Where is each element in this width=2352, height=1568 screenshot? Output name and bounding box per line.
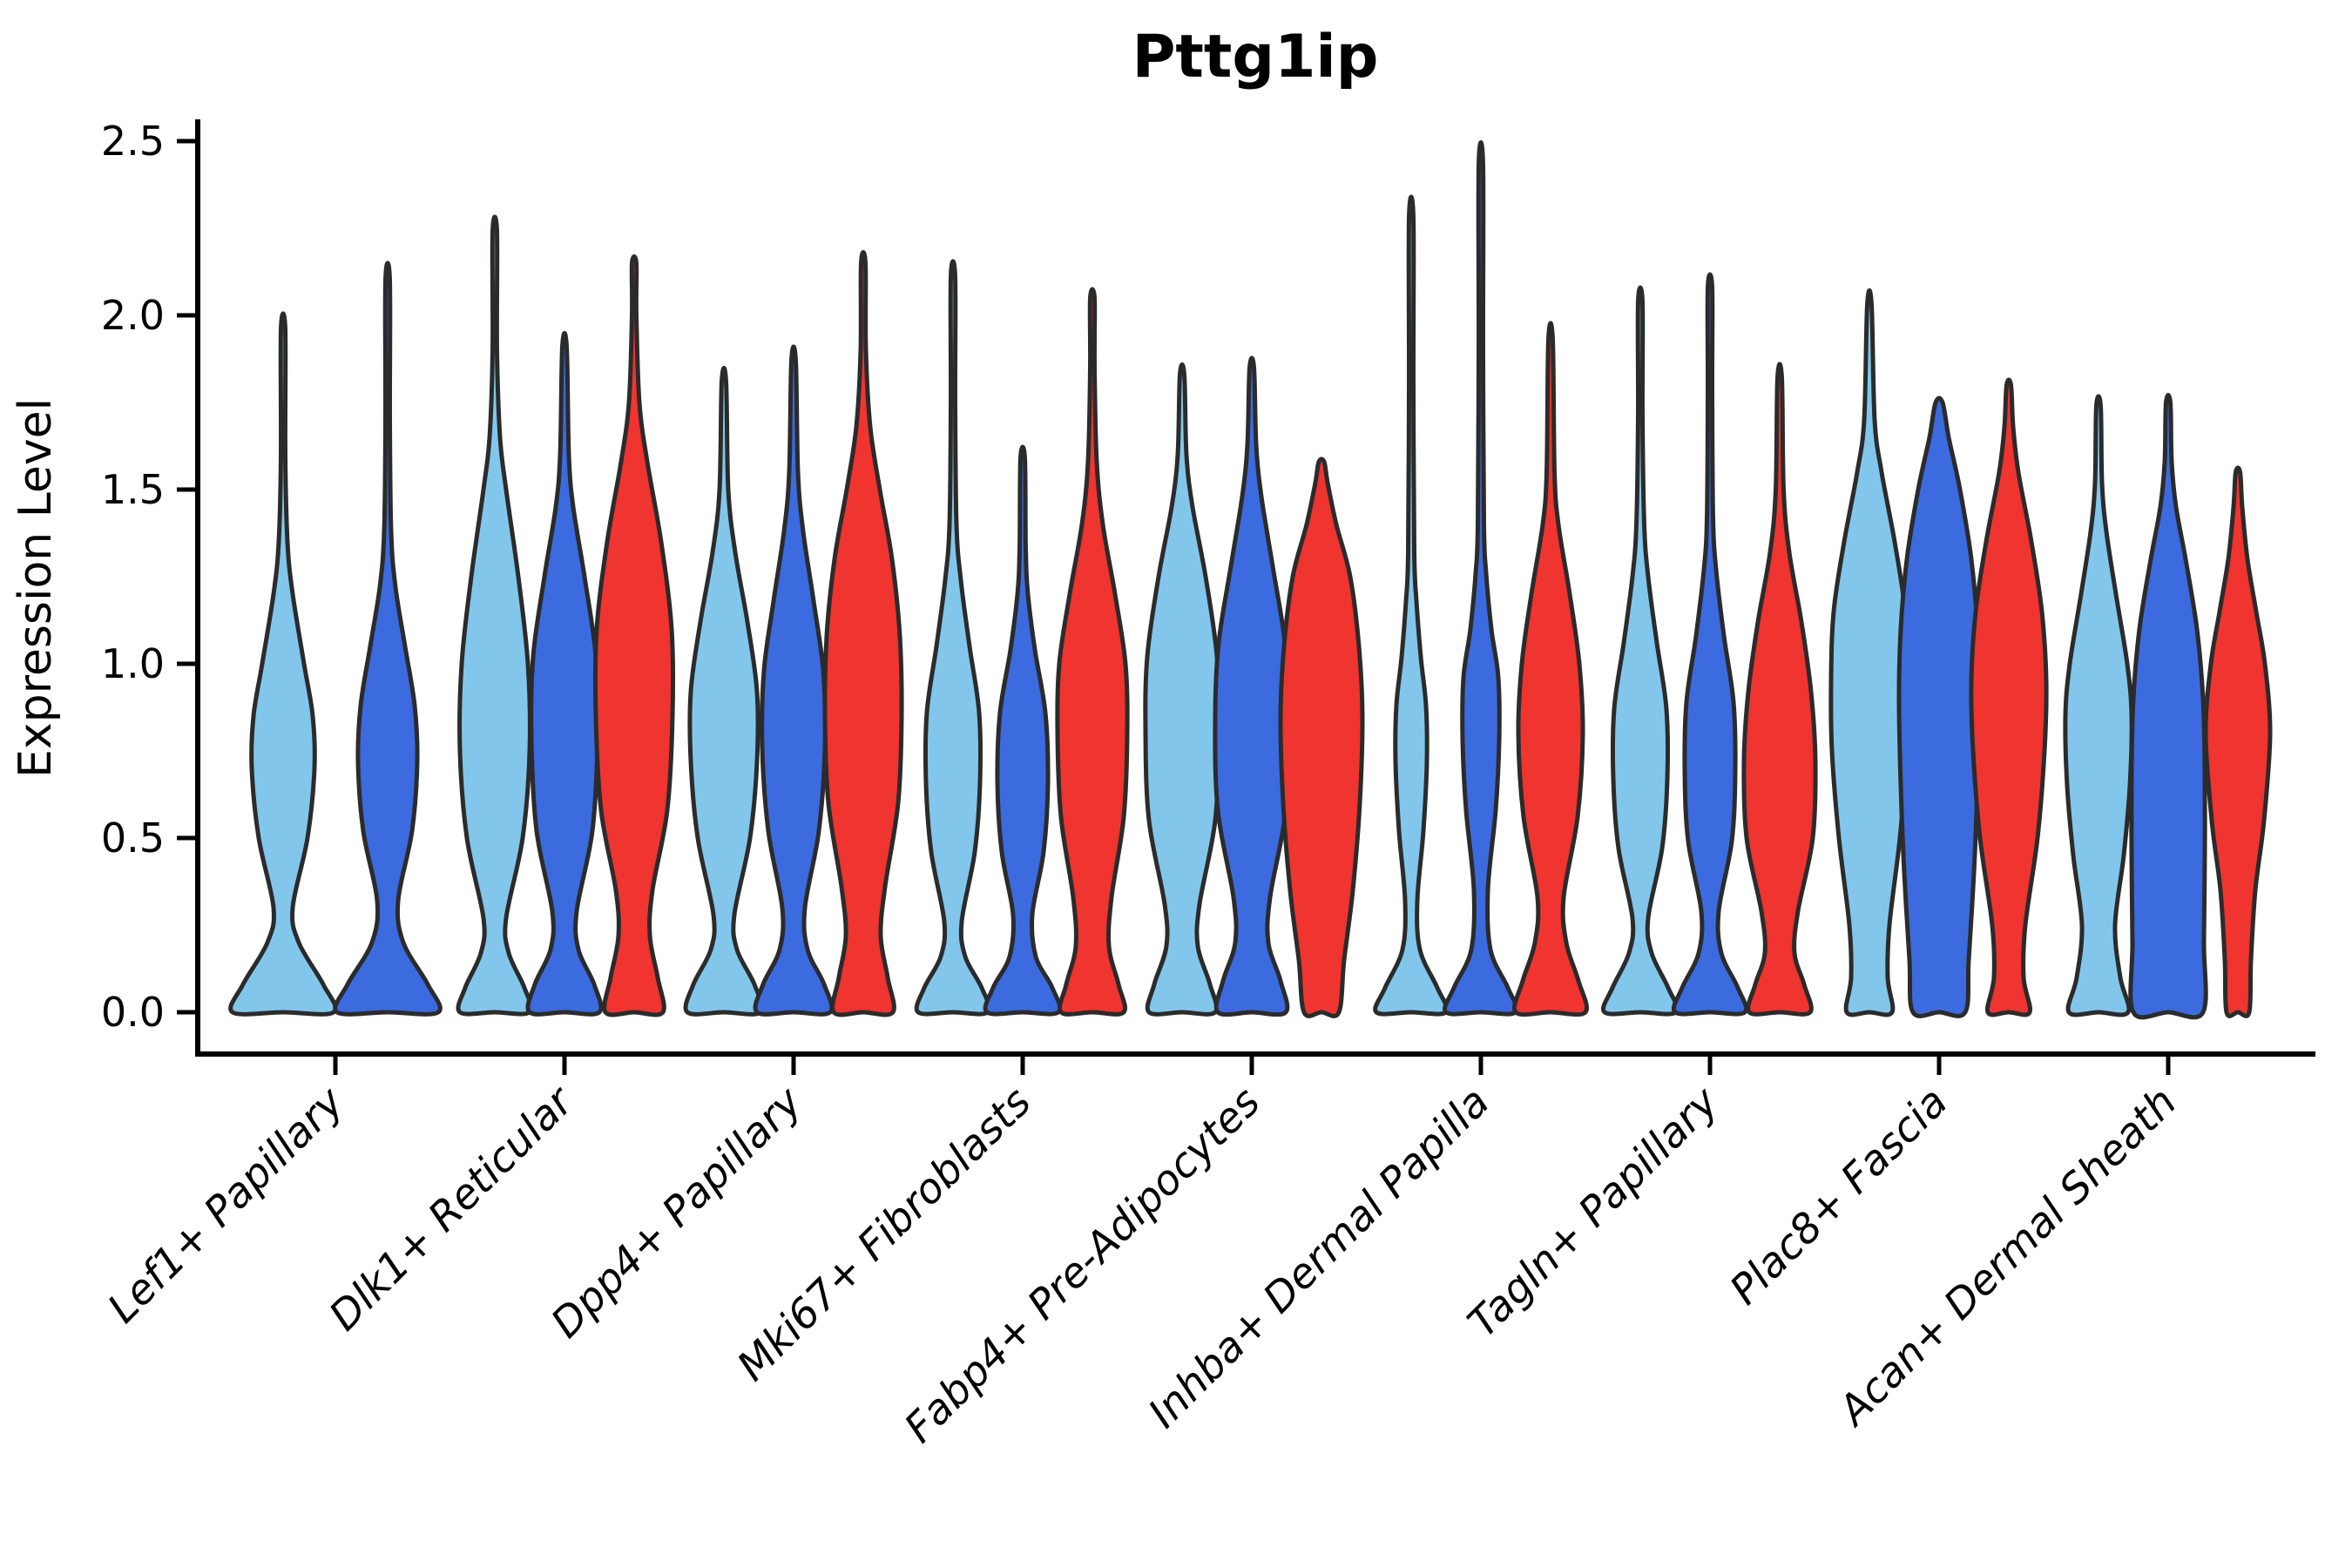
violin-light_blue [2063,394,2134,1017]
violin-light_blue [683,365,765,1017]
violin-red [1511,321,1590,1017]
violin-group [683,249,904,1017]
violin-group [1143,355,1365,1018]
violin-red [1055,287,1130,1017]
violin-series [228,140,2273,1020]
y-tick-label: 0.5 [101,814,165,862]
y-axis-ticks: 0.0 0.5 1.0 1.5 2.0 2.5 [101,118,198,1036]
violin-light_blue [1601,285,1680,1017]
violin-light_blue [228,311,338,1017]
violin-group [1601,272,1818,1017]
violin-blue [1896,395,1982,1018]
violin-group [1373,140,1590,1017]
chart-title: Pttg1ip [1132,23,1379,91]
violin-group [456,214,676,1017]
x-tick-label: Lef1+ Papillary [98,1078,354,1333]
y-tick-label: 2.5 [101,118,165,165]
violin-red [1278,456,1365,1018]
violin-light_blue [1373,194,1450,1017]
violin-red [1969,377,2049,1017]
x-tick-label: Dpp4+ Papillary [542,1078,812,1348]
violin-red [592,254,676,1017]
violin-red [822,249,904,1017]
y-axis-label: Expression Level [10,398,62,778]
y-tick-label: 1.0 [101,640,165,687]
violin-group [228,260,443,1017]
violin-red [2203,465,2273,1018]
violin-light_blue [456,214,534,1017]
violin-blue [983,444,1063,1017]
violin-blue [1671,272,1749,1017]
x-tick-label: Plac8+ Fascia [1720,1078,1957,1315]
violin-red [1741,362,1818,1017]
violin-blue [525,330,604,1017]
x-tick-label: Dlk1+ Reticular [321,1077,585,1341]
violin-group [914,259,1130,1017]
violin-light_blue [1828,288,1910,1017]
violin-light_blue [1143,362,1221,1017]
violin-group [2063,393,2273,1020]
y-tick-label: 2.0 [101,292,165,339]
x-tick-label: Tagln+ Papillary [1459,1078,1729,1348]
violin-group [1828,288,2049,1018]
axes [195,119,2315,1057]
violin-blue [753,344,835,1017]
violin-blue [1443,140,1519,1017]
y-tick-label: 0.0 [101,989,165,1036]
violin-blue [2128,393,2208,1020]
violin-blue [1213,355,1291,1017]
violin-light_blue [914,259,992,1017]
violin-blue [333,260,443,1017]
y-tick-label: 1.5 [101,466,165,513]
